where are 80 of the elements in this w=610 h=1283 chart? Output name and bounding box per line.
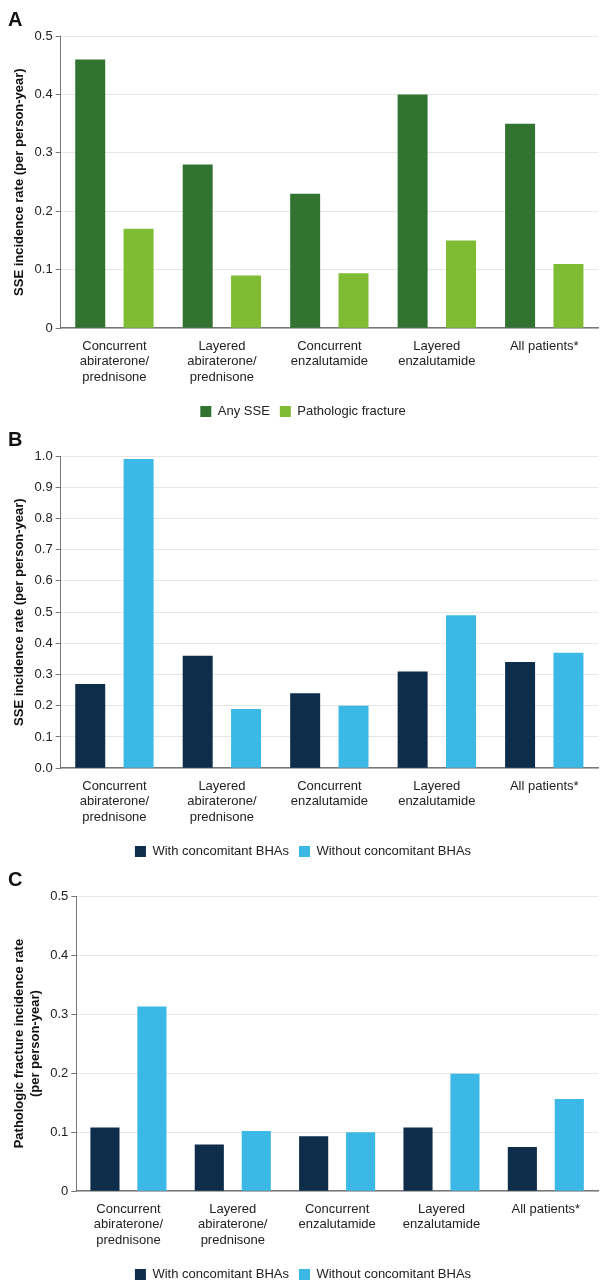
x-tick-label: Concurrent abiraterone/ prednisone: [79, 337, 150, 384]
y-tick-label: 0.4: [34, 86, 53, 102]
bar: [290, 193, 321, 328]
bar: [507, 1146, 537, 1191]
bar: [241, 1130, 271, 1191]
y-tick-label: 0.7: [34, 541, 53, 557]
y-tick-label: 0.4: [50, 946, 69, 962]
bar: [123, 459, 154, 768]
y-tick-label: 0.3: [34, 666, 53, 682]
bar: [137, 1006, 167, 1191]
bar: [397, 671, 428, 768]
x-tick-label: Layered abiraterone/ prednisone: [198, 1200, 268, 1247]
y-axis-title: SSE incidence rate (per person-year): [11, 68, 27, 296]
y-tick-label: 0.5: [50, 887, 69, 903]
x-tick-label: All patients*: [509, 777, 579, 793]
x-tick-label: Concurrent enzalutamide: [290, 777, 368, 809]
legend-label: Pathologic fracture: [297, 403, 406, 419]
bar: [231, 275, 262, 328]
legend-label: With concomitant BHAs: [152, 843, 290, 859]
x-tick-label: Layered enzalutamide: [402, 1200, 481, 1232]
y-axis-title: SSE incidence rate (per person-year): [11, 498, 27, 726]
bar: [194, 1144, 224, 1191]
x-tick-label: Concurrent abiraterone/ prednisone: [79, 777, 150, 824]
y-tick-label: 0: [61, 1182, 69, 1198]
y-tick-label: 0.9: [34, 478, 53, 494]
y-tick-label: 0.5: [34, 603, 53, 619]
y-tick-label: 0.3: [34, 144, 53, 160]
y-tick-label: 0.0: [34, 759, 53, 775]
x-tick-label: Concurrent enzalutamide: [298, 1200, 376, 1232]
legend-label: Without concomitant BHAs: [316, 843, 472, 859]
legend-label: Any SSE: [217, 403, 271, 419]
bar: [554, 1099, 584, 1191]
x-tick-label: All patients*: [511, 1200, 581, 1216]
bar: [553, 263, 584, 328]
y-tick-label: 0.1: [34, 261, 53, 277]
y-tick-label: 0: [45, 319, 53, 335]
bar: [75, 59, 106, 328]
bar: [450, 1073, 480, 1191]
bar: [290, 693, 321, 768]
bar: [505, 662, 536, 768]
y-tick-label: 0.2: [34, 697, 53, 713]
chart-title: B: [8, 427, 23, 450]
bar: [231, 708, 262, 768]
bar: [346, 1132, 376, 1191]
chart-title: C: [8, 867, 23, 890]
bar: [75, 683, 106, 768]
y-axis-title: Pathologic fracture incidence rate (per person-year): [11, 938, 42, 1149]
x-tick-label: Layered enzalutamide: [398, 777, 476, 809]
x-tick-label: All patients*: [509, 337, 579, 353]
y-tick-label: 0.1: [50, 1123, 69, 1139]
x-tick-label: Concurrent abiraterone/ prednisone: [93, 1200, 164, 1247]
y-tick-label: 0.2: [34, 202, 53, 218]
y-tick-label: 0.6: [34, 572, 53, 588]
bar: [403, 1127, 433, 1191]
bar: [182, 655, 213, 768]
x-tick-label: Concurrent enzalutamide: [290, 337, 368, 369]
y-tick-label: 0.4: [34, 634, 53, 650]
bar: [445, 240, 476, 328]
bar: [338, 273, 369, 328]
x-tick-label: Layered enzalutamide: [398, 337, 476, 369]
chart-title: A: [8, 7, 23, 30]
x-tick-label: Layered abiraterone/ prednisone: [187, 337, 257, 384]
bar: [338, 705, 369, 768]
bar: [182, 164, 213, 328]
y-tick-label: 0.1: [34, 728, 53, 744]
y-tick-label: 0.8: [34, 510, 53, 526]
bar: [299, 1136, 329, 1191]
legend-label: With concomitant BHAs: [152, 1266, 290, 1282]
y-tick-label: 0.2: [50, 1064, 69, 1080]
legend-label: Without concomitant BHAs: [316, 1266, 472, 1282]
y-tick-label: 1.0: [34, 447, 53, 463]
bar: [445, 615, 476, 768]
bar: [505, 123, 536, 328]
y-tick-label: 0.5: [34, 27, 53, 43]
bar: [553, 652, 584, 768]
y-tick-label: 0.3: [50, 1005, 69, 1021]
x-tick-label: Layered abiraterone/ prednisone: [187, 777, 257, 824]
bar: [90, 1127, 120, 1191]
bar: [397, 94, 428, 328]
bar: [123, 228, 154, 328]
